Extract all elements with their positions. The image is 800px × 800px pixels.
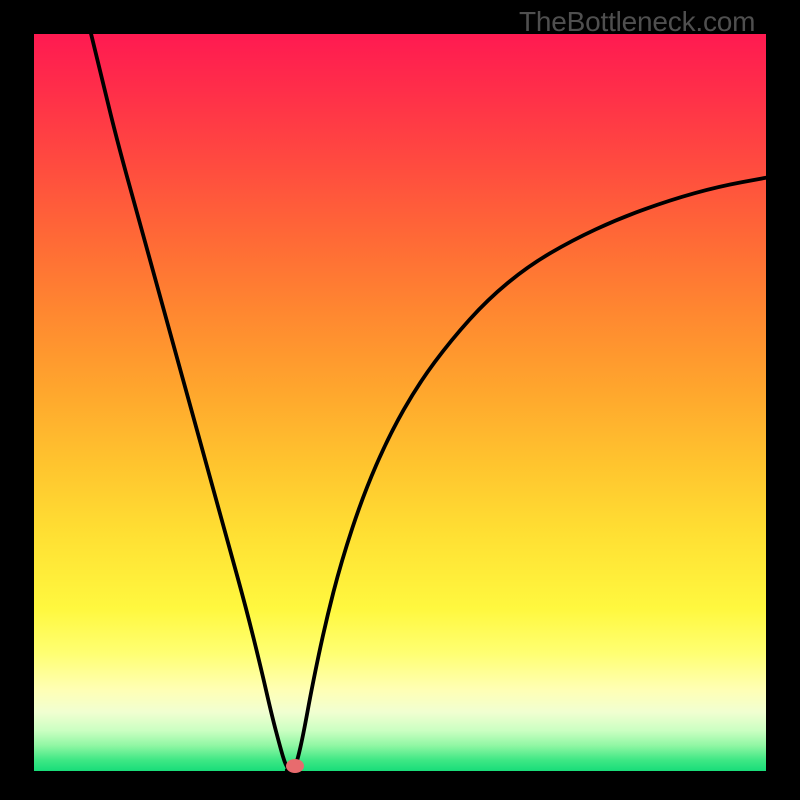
watermark-text: TheBottleneck.com	[519, 6, 755, 38]
bottleneck-curve-path	[91, 34, 766, 770]
frame-right	[766, 0, 800, 800]
frame-bottom	[0, 771, 800, 800]
plot-area	[34, 34, 766, 771]
bottleneck-curve	[34, 34, 766, 771]
minimum-marker	[286, 759, 304, 773]
frame-left	[0, 0, 34, 800]
